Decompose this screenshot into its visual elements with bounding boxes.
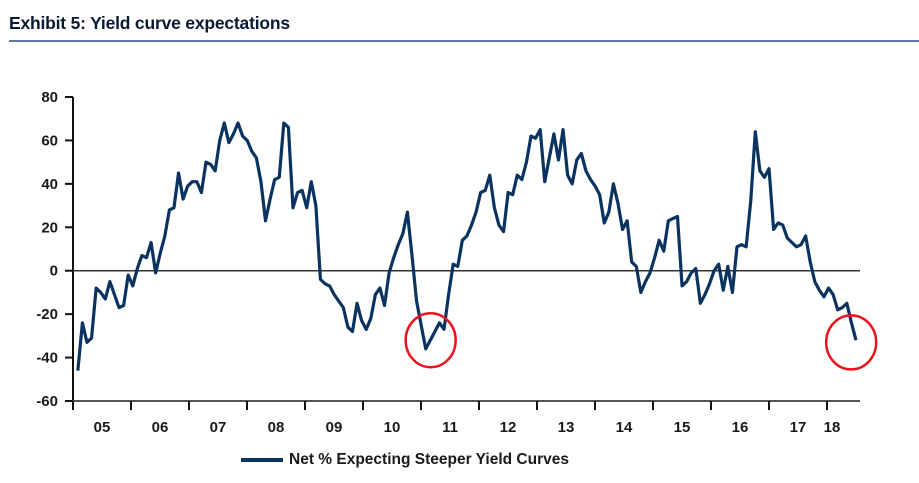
y-tick-label: 60 (41, 132, 58, 149)
x-tick-label: 11 (442, 419, 458, 436)
x-tick-label: 09 (326, 419, 343, 436)
y-tick-label: -20 (36, 306, 58, 323)
legend: Net % Expecting Steeper Yield Curves (241, 451, 569, 469)
highlight-circle (404, 311, 457, 369)
x-tick-label: 17 (790, 419, 807, 436)
x-tick-label: 13 (558, 419, 575, 436)
x-tick-label: 08 (268, 419, 285, 436)
x-tick-label: 14 (616, 419, 633, 436)
series-layer (76, 121, 858, 371)
y-tick-label: 80 (41, 89, 58, 106)
highlight-circle (824, 314, 878, 371)
y-tick-label: 20 (41, 219, 58, 236)
y-tick-label: -60 (36, 393, 58, 410)
x-tick-label: 16 (732, 419, 749, 436)
x-tick-label: 10 (384, 419, 401, 436)
x-tick-label: 07 (210, 419, 227, 436)
legend-label: Net % Expecting Steeper Yield Curves (289, 451, 569, 468)
y-tick-label: 0 (50, 263, 58, 280)
x-tick-label: 12 (500, 419, 517, 436)
x-tick-label: 06 (152, 419, 169, 436)
x-tick-label: 18 (824, 419, 841, 436)
chart-title: Exhibit 5: Yield curve expectations (9, 13, 290, 33)
title-rule (9, 40, 919, 42)
y-axis: 80 60 40 20 0 -20 -40 -60 (36, 89, 860, 410)
x-tick-label: 15 (674, 419, 691, 436)
legend-swatch (241, 458, 283, 462)
y-tick-label: -40 (36, 350, 58, 367)
y-tick-label: 40 (41, 176, 58, 193)
annotation-layer (404, 311, 878, 371)
x-axis: 05 06 07 08 09 10 11 12 13 14 15 16 17 18 (72, 400, 860, 436)
series-line (76, 121, 858, 371)
x-tick-label: 05 (94, 419, 111, 436)
